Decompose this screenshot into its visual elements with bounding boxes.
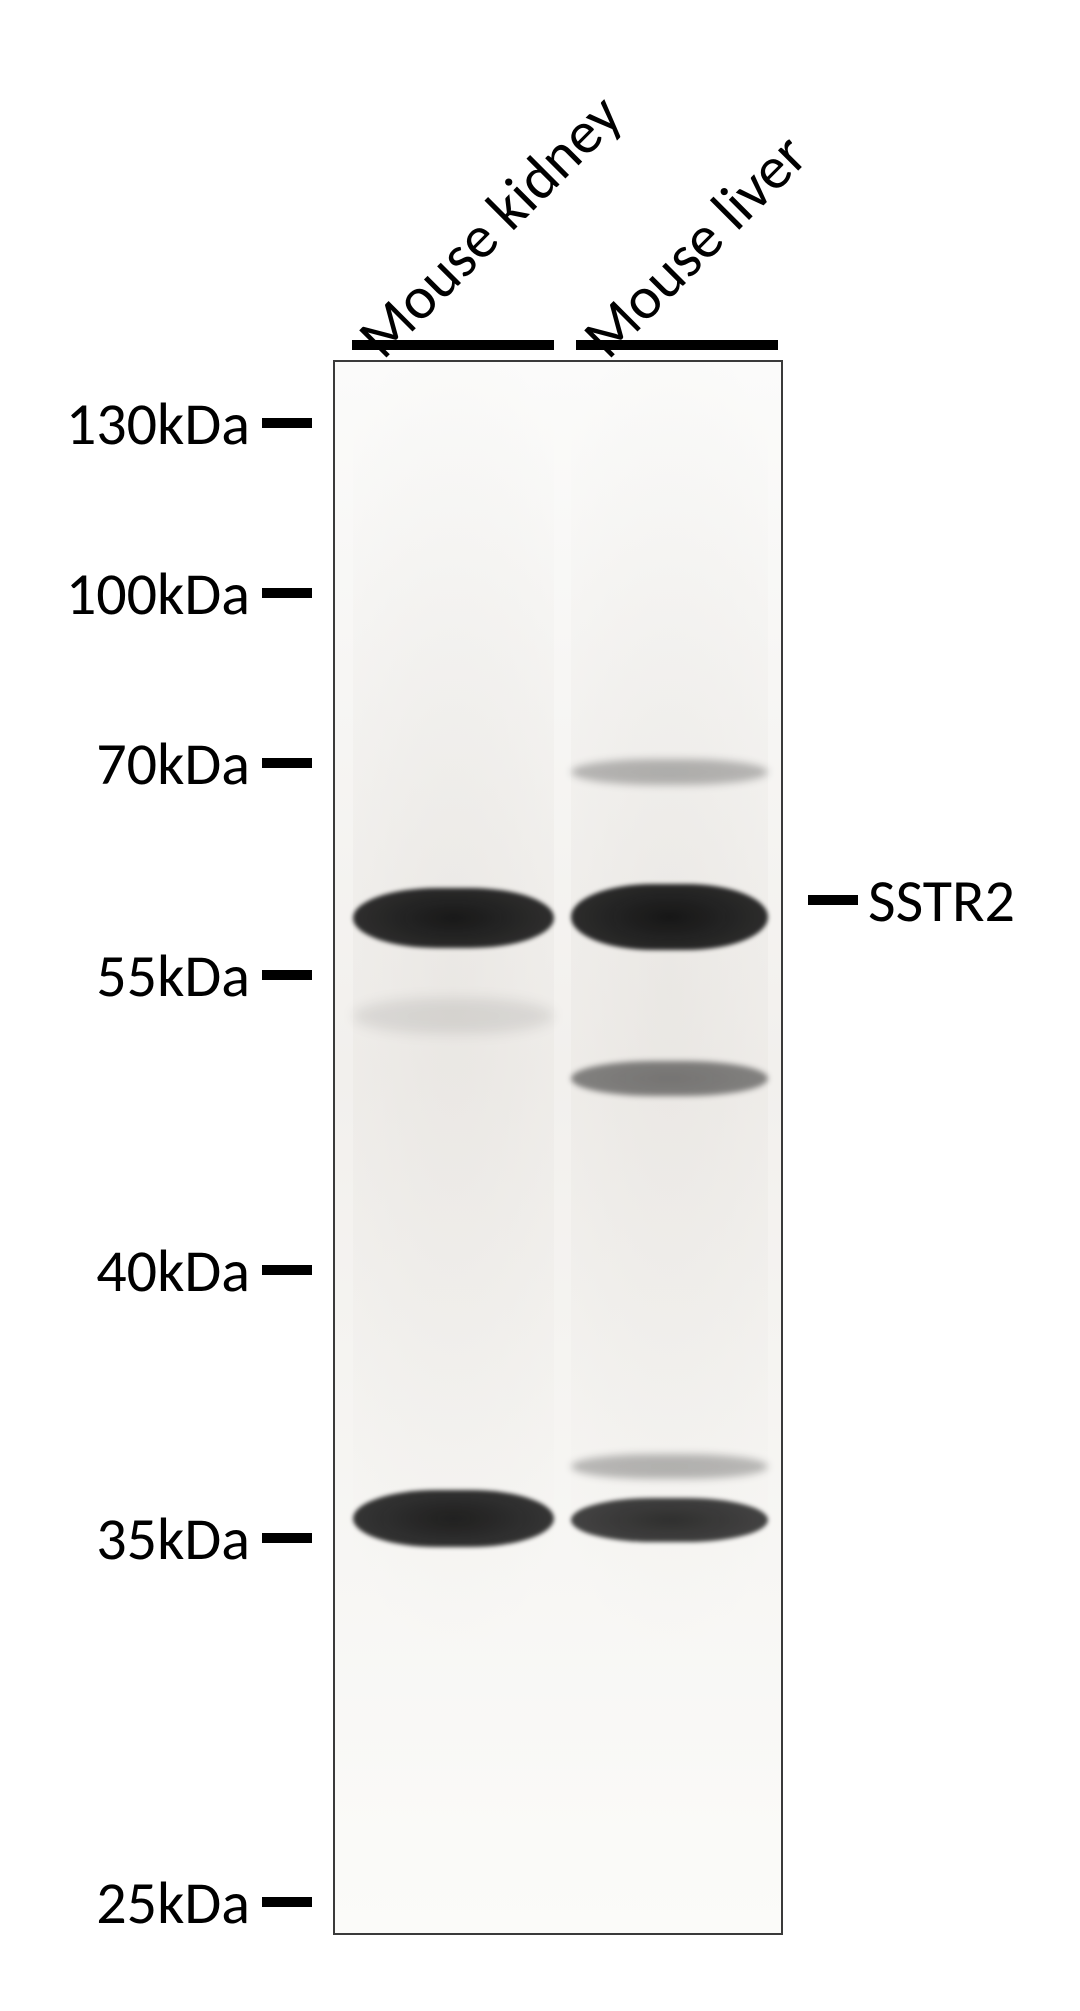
band-1-4 xyxy=(571,1498,767,1542)
band-1-3 xyxy=(571,1454,767,1479)
marker-label-2: 70kDa xyxy=(45,728,250,801)
marker-tick-4 xyxy=(262,1265,312,1275)
western-blot-figure: Mouse kidney Mouse liver 130kDa100kDa70k… xyxy=(0,0,1080,2011)
target-label: SSTR2 xyxy=(868,865,1015,938)
band-0-2 xyxy=(353,1490,554,1547)
marker-tick-6 xyxy=(262,1897,312,1907)
marker-tick-2 xyxy=(262,758,312,768)
marker-label-5: 35kDa xyxy=(45,1503,250,1576)
marker-tick-0 xyxy=(262,418,312,428)
marker-label-0: 130kDa xyxy=(45,388,250,461)
band-1-0 xyxy=(571,759,767,784)
lane-underline-liver xyxy=(576,340,778,350)
marker-label-1: 100kDa xyxy=(45,558,250,631)
marker-label-4: 40kDa xyxy=(45,1235,250,1308)
band-0-1 xyxy=(353,998,554,1034)
marker-label-3: 55kDa xyxy=(45,940,250,1013)
band-0-0 xyxy=(353,888,554,948)
marker-tick-1 xyxy=(262,588,312,598)
blot-membrane xyxy=(333,360,783,1935)
lane-mouse-kidney xyxy=(353,362,554,1933)
marker-tick-3 xyxy=(262,970,312,980)
band-1-2 xyxy=(571,1061,767,1096)
lane-underline-kidney xyxy=(352,340,554,350)
lanes-container xyxy=(335,362,781,1933)
target-tick xyxy=(808,895,858,905)
lane-mouse-liver xyxy=(571,362,767,1933)
marker-tick-5 xyxy=(262,1533,312,1543)
band-1-1 xyxy=(571,884,767,950)
marker-label-6: 25kDa xyxy=(45,1867,250,1940)
